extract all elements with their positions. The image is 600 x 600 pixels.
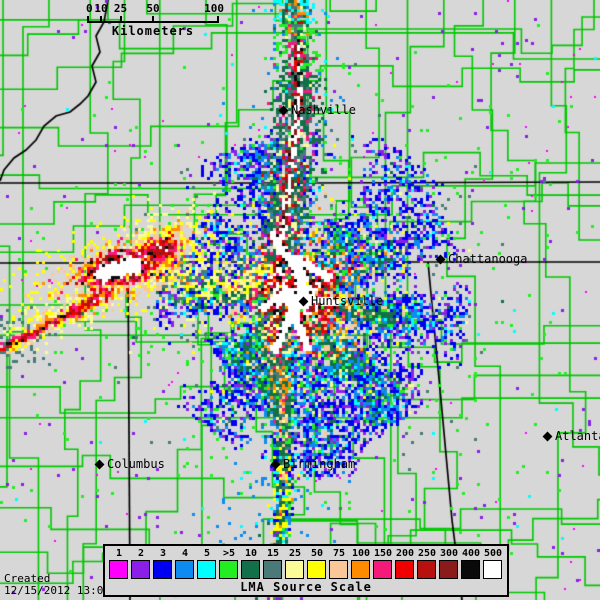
- legend-entry: 15: [263, 548, 283, 579]
- legend-color-chip: [483, 560, 502, 579]
- legend-entry: 400: [461, 548, 481, 579]
- scalebar-tick-labels: 0 10 25 50 100: [86, 2, 224, 15]
- lma-source-scale-legend: 1 2 3 4 5 >5 10 15 25 50 75 100 150 200 250 300 400 500 L…: [103, 544, 509, 597]
- city-marker-nashville: Nashville: [278, 103, 357, 117]
- city-marker-birmingham: Birmingham: [270, 457, 356, 471]
- city-dot-icon: [94, 459, 105, 469]
- city-name-label: Birmingham: [283, 457, 356, 471]
- legend-color-chip: [175, 560, 194, 579]
- legend-entry: 2: [131, 548, 151, 579]
- scalebar-tick-100: 100: [204, 2, 224, 15]
- scalebar-axis: [87, 15, 219, 23]
- scalebar-tick-0: 0: [86, 2, 93, 15]
- city-dot-icon: [542, 431, 553, 441]
- legend-swatch-row: 1 2 3 4 5 >5 10 15 25 50 75 100 150 200 250 300 400 500: [109, 548, 503, 579]
- legend-color-chip: [439, 560, 458, 579]
- legend-tick-label: 75: [332, 548, 346, 559]
- distance-scalebar: 0 10 25 50 100 Kilometers: [86, 2, 224, 38]
- city-dot-icon: [270, 459, 281, 469]
- legend-entry: 150: [373, 548, 393, 579]
- legend-entry: 25: [285, 548, 305, 579]
- legend-tick-label: 4: [181, 548, 189, 559]
- legend-color-chip: [219, 560, 238, 579]
- city-marker-columbus: Columbus: [94, 457, 165, 471]
- legend-tick-label: 25: [288, 548, 302, 559]
- legend-entry: 300: [439, 548, 459, 579]
- legend-entry: 500: [483, 548, 503, 579]
- city-name-label: Atlanta: [555, 429, 600, 443]
- scalebar-tickmark-0: [87, 16, 89, 23]
- legend-color-chip: [153, 560, 172, 579]
- created-timestamp: 12/15/2012 13:06:31: [4, 584, 130, 597]
- legend-tick-label: 500: [483, 548, 503, 559]
- legend-color-chip: [263, 560, 282, 579]
- legend-entry: 100: [351, 548, 371, 579]
- legend-entry: 250: [417, 548, 437, 579]
- city-dot-icon: [298, 296, 309, 306]
- legend-color-chip: [351, 560, 370, 579]
- city-marker-chattanooga: Chattanooga: [435, 252, 528, 266]
- legend-tick-label: 400: [461, 548, 481, 559]
- legend-entry: 200: [395, 548, 415, 579]
- legend-color-chip: [285, 560, 304, 579]
- legend-color-chip: [131, 560, 150, 579]
- scalebar-tick-10: 10: [94, 2, 108, 15]
- legend-entry: 4: [175, 548, 195, 579]
- legend-entry: 3: [153, 548, 173, 579]
- legend-entry: 5: [197, 548, 217, 579]
- city-marker-atlanta: Atlanta: [542, 429, 600, 443]
- legend-entry: 75: [329, 548, 349, 579]
- legend-color-chip: [417, 560, 436, 579]
- city-name-label: Nashville: [291, 103, 357, 117]
- city-name-label: Chattanooga: [448, 252, 528, 266]
- legend-tick-label: 1: [115, 548, 123, 559]
- legend-tick-label: 2: [137, 548, 145, 559]
- scalebar-tickmark-10: [100, 16, 102, 23]
- city-marker-huntsville: Huntsville: [298, 294, 384, 308]
- scalebar-units-label: Kilometers: [111, 24, 195, 38]
- legend-tick-label: 100: [351, 548, 371, 559]
- legend-tick-label: 3: [159, 548, 167, 559]
- legend-entry: 1: [109, 548, 129, 579]
- legend-tick-label: 15: [266, 548, 280, 559]
- legend-color-chip: [197, 560, 216, 579]
- scalebar-tickmark-50: [152, 16, 154, 23]
- legend-entry: 10: [241, 548, 261, 579]
- created-stamp: Created 12/15/2012 13:06:31: [4, 573, 130, 597]
- legend-tick-label: 50: [310, 548, 324, 559]
- legend-color-chip: [373, 560, 392, 579]
- city-dot-icon: [435, 254, 446, 264]
- legend-entry: >5: [219, 548, 239, 579]
- legend-tick-label: 5: [203, 548, 211, 559]
- city-name-label: Huntsville: [311, 294, 384, 308]
- legend-color-chip: [109, 560, 128, 579]
- created-label: Created: [4, 572, 51, 585]
- legend-color-chip: [241, 560, 260, 579]
- legend-color-chip: [307, 560, 326, 579]
- legend-tick-label: 150: [373, 548, 393, 559]
- legend-tick-label: 200: [395, 548, 415, 559]
- city-dot-icon: [278, 105, 289, 115]
- legend-color-chip: [395, 560, 414, 579]
- legend-tick-label: >5: [222, 548, 236, 559]
- scalebar-tickmark-100: [217, 16, 219, 23]
- legend-tick-label: 300: [439, 548, 459, 559]
- city-name-label: Columbus: [107, 457, 165, 471]
- scalebar-tick-50: 50: [146, 2, 160, 15]
- legend-color-chip: [329, 560, 348, 579]
- legend-tick-label: 10: [244, 548, 258, 559]
- legend-title: LMA Source Scale: [240, 580, 372, 594]
- legend-color-chip: [461, 560, 480, 579]
- scalebar-tick-25: 25: [113, 2, 128, 15]
- legend-tick-label: 250: [417, 548, 437, 559]
- scalebar-tickmark-25: [119, 16, 122, 23]
- legend-entry: 50: [307, 548, 327, 579]
